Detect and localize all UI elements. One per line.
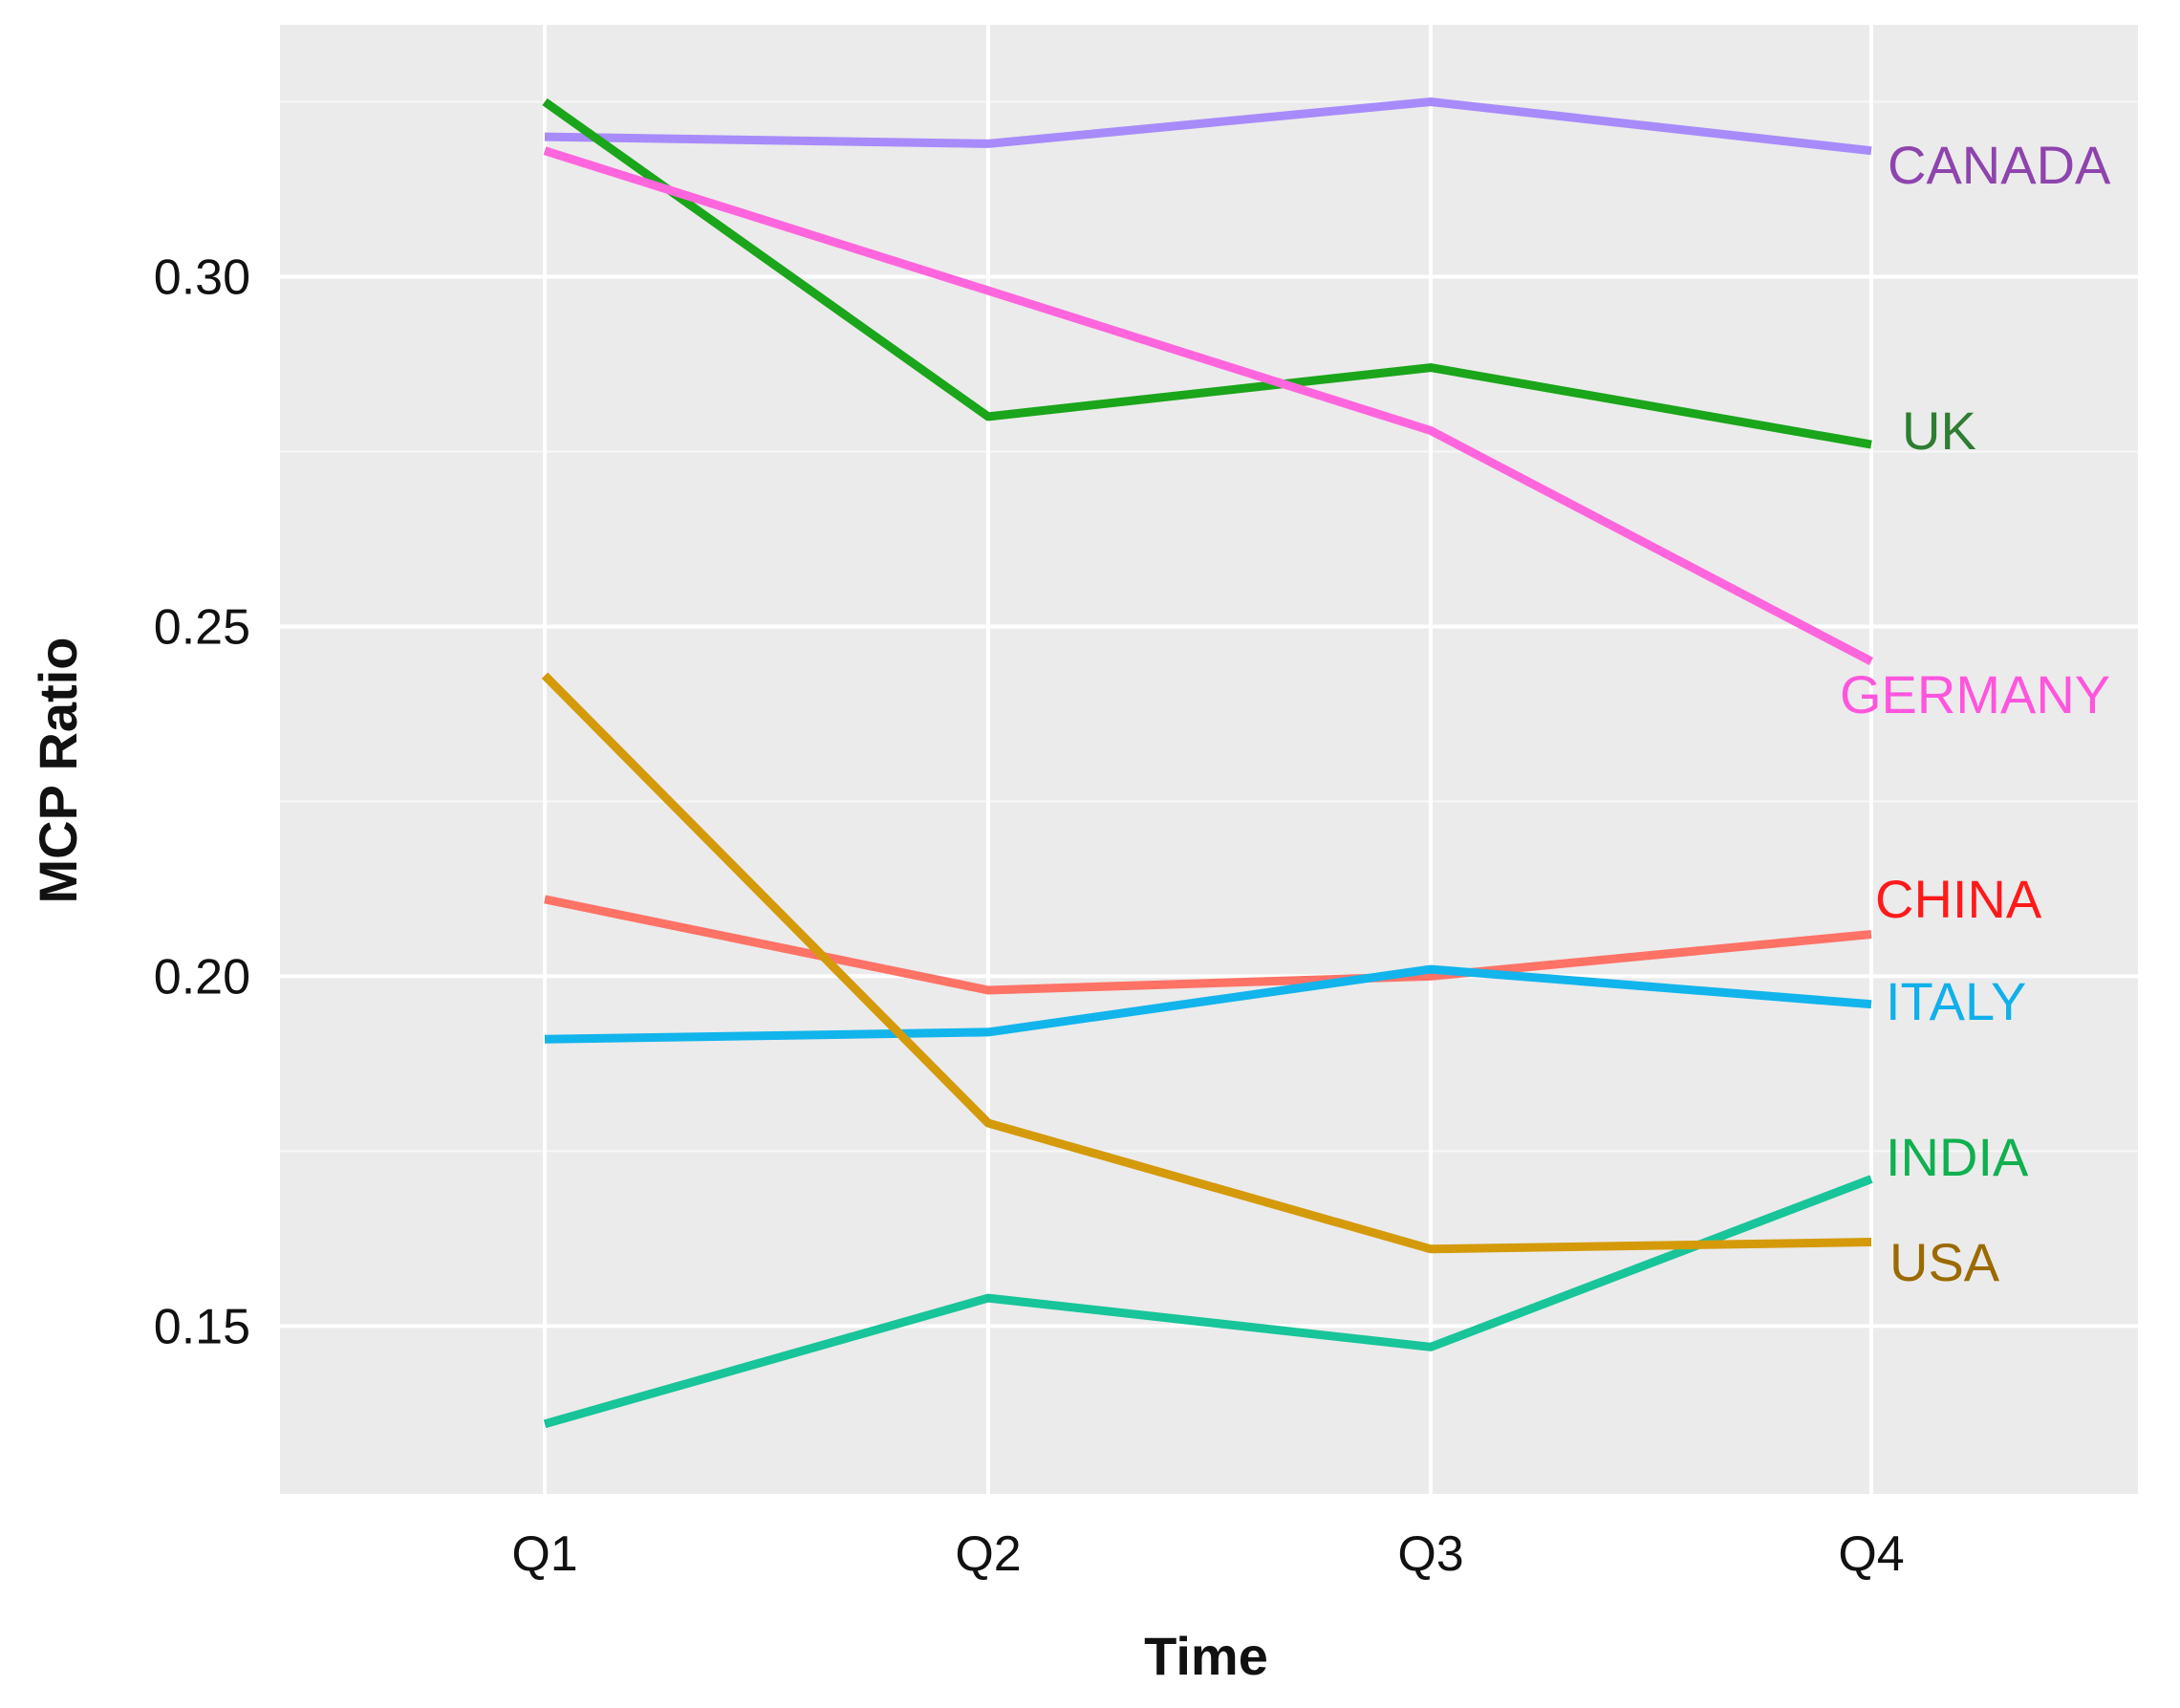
y-axis-tick-labels: 0.15 0.20 0.25 0.30 <box>154 249 250 1354</box>
series-direct-labels: CANADA UK GERMANY CHINA ITALY INDIA USA <box>1840 135 2111 1292</box>
minor-gridlines <box>280 100 2138 1153</box>
plot-background <box>280 25 2138 1494</box>
y-tick-label: 0.30 <box>154 249 250 305</box>
series-label-germany: GERMANY <box>1840 664 2110 724</box>
series-line-india <box>543 1175 1873 1429</box>
series-line-uk <box>542 97 1872 449</box>
x-tick-label: Q4 <box>1838 1526 1904 1582</box>
series-label-china: CHINA <box>1875 869 2042 929</box>
x-tick-label: Q2 <box>955 1526 1021 1582</box>
series-label-india: INDIA <box>1886 1127 2029 1187</box>
x-axis-title: Time <box>1144 1626 1268 1686</box>
y-tick-label: 0.20 <box>154 949 250 1005</box>
series-label-italy: ITALY <box>1886 971 2026 1031</box>
series-line-china <box>544 895 1872 995</box>
series-line-germany <box>543 146 1874 665</box>
series-label-uk: UK <box>1902 400 1976 461</box>
series-line-usa <box>541 672 1872 1254</box>
series-label-usa: USA <box>1889 1232 2000 1292</box>
y-tick-label: 0.25 <box>154 599 250 655</box>
series-line-italy <box>544 964 1872 1044</box>
series-lines <box>541 97 1874 1429</box>
y-tick-label: 0.15 <box>154 1299 250 1354</box>
series-label-canada: CANADA <box>1888 135 2111 195</box>
series-line-canada <box>544 97 1872 156</box>
x-axis-tick-labels: Q1 Q2 Q3 Q4 <box>511 1526 1904 1582</box>
x-tick-label: Q3 <box>1397 1526 1463 1582</box>
x-tick-label: Q1 <box>511 1526 577 1582</box>
y-axis-title: MCP Ratio <box>28 638 88 904</box>
